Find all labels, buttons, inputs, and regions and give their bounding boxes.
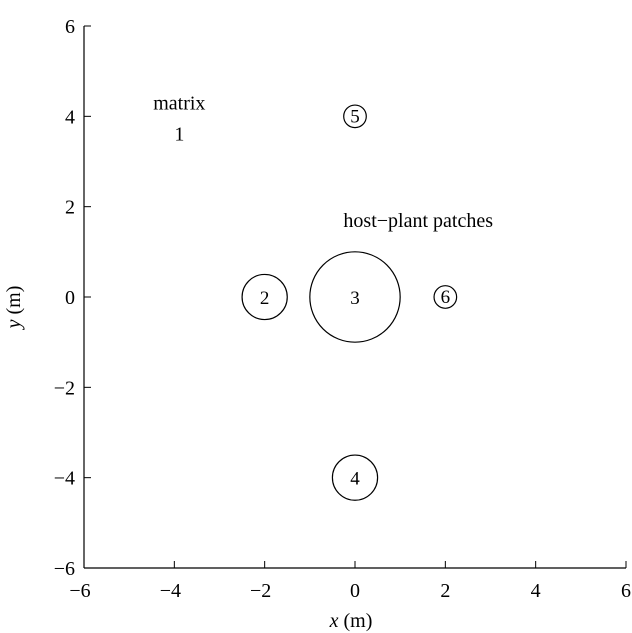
x-axis-title: x (m) — [329, 610, 373, 632]
patch-5-circle — [343, 104, 367, 129]
y-tick-label: −4 — [54, 468, 75, 490]
x-tick-label: 0 — [350, 580, 360, 602]
patch-6-circle — [433, 285, 458, 309]
matrix-label: matrix — [153, 92, 205, 114]
axis-ticks — [83, 25, 627, 569]
patch-3-label: 3 — [350, 288, 360, 309]
patches: 2 3 4 5 6 — [241, 104, 458, 501]
y-axis-variable: y — [3, 319, 25, 330]
axis-tick-labels: −6 −4 −2 0 2 4 6 −6 −4 −2 0 2 4 6 — [54, 16, 631, 602]
y-tick-label: 0 — [65, 287, 75, 309]
x-tick-label: −6 — [69, 580, 90, 602]
y-axis-title-group: y (m) — [3, 286, 25, 331]
x-axis-variable: x — [329, 610, 339, 632]
y-tick-label: −6 — [54, 558, 75, 580]
patch-2-label: 2 — [260, 288, 270, 309]
x-tick-label: 4 — [531, 580, 541, 602]
matrix-id-label: 1 — [174, 123, 184, 145]
x-tick-label: 6 — [621, 580, 631, 602]
x-axis-unit: (m) — [339, 610, 373, 632]
y-tick-label: −2 — [54, 377, 75, 399]
y-tick-label: 4 — [65, 106, 75, 128]
host-plant-patches-label: host−plant patches — [343, 210, 493, 232]
patch-4-circle — [331, 454, 379, 501]
y-tick-label: 2 — [65, 197, 75, 219]
patch-4-label: 4 — [350, 469, 360, 490]
patch-3-circle — [309, 251, 401, 343]
x-tick-label: 2 — [440, 580, 450, 602]
patch-5-label: 5 — [350, 106, 360, 127]
y-axis-unit: (m) — [3, 286, 25, 320]
x-tick-label: −4 — [160, 580, 181, 602]
y-tick-label: 6 — [65, 16, 75, 38]
patch-6-label: 6 — [441, 287, 451, 308]
x-tick-label: −2 — [250, 580, 271, 602]
y-axis-title: y (m) — [3, 286, 25, 331]
patch-2-circle — [241, 273, 288, 321]
